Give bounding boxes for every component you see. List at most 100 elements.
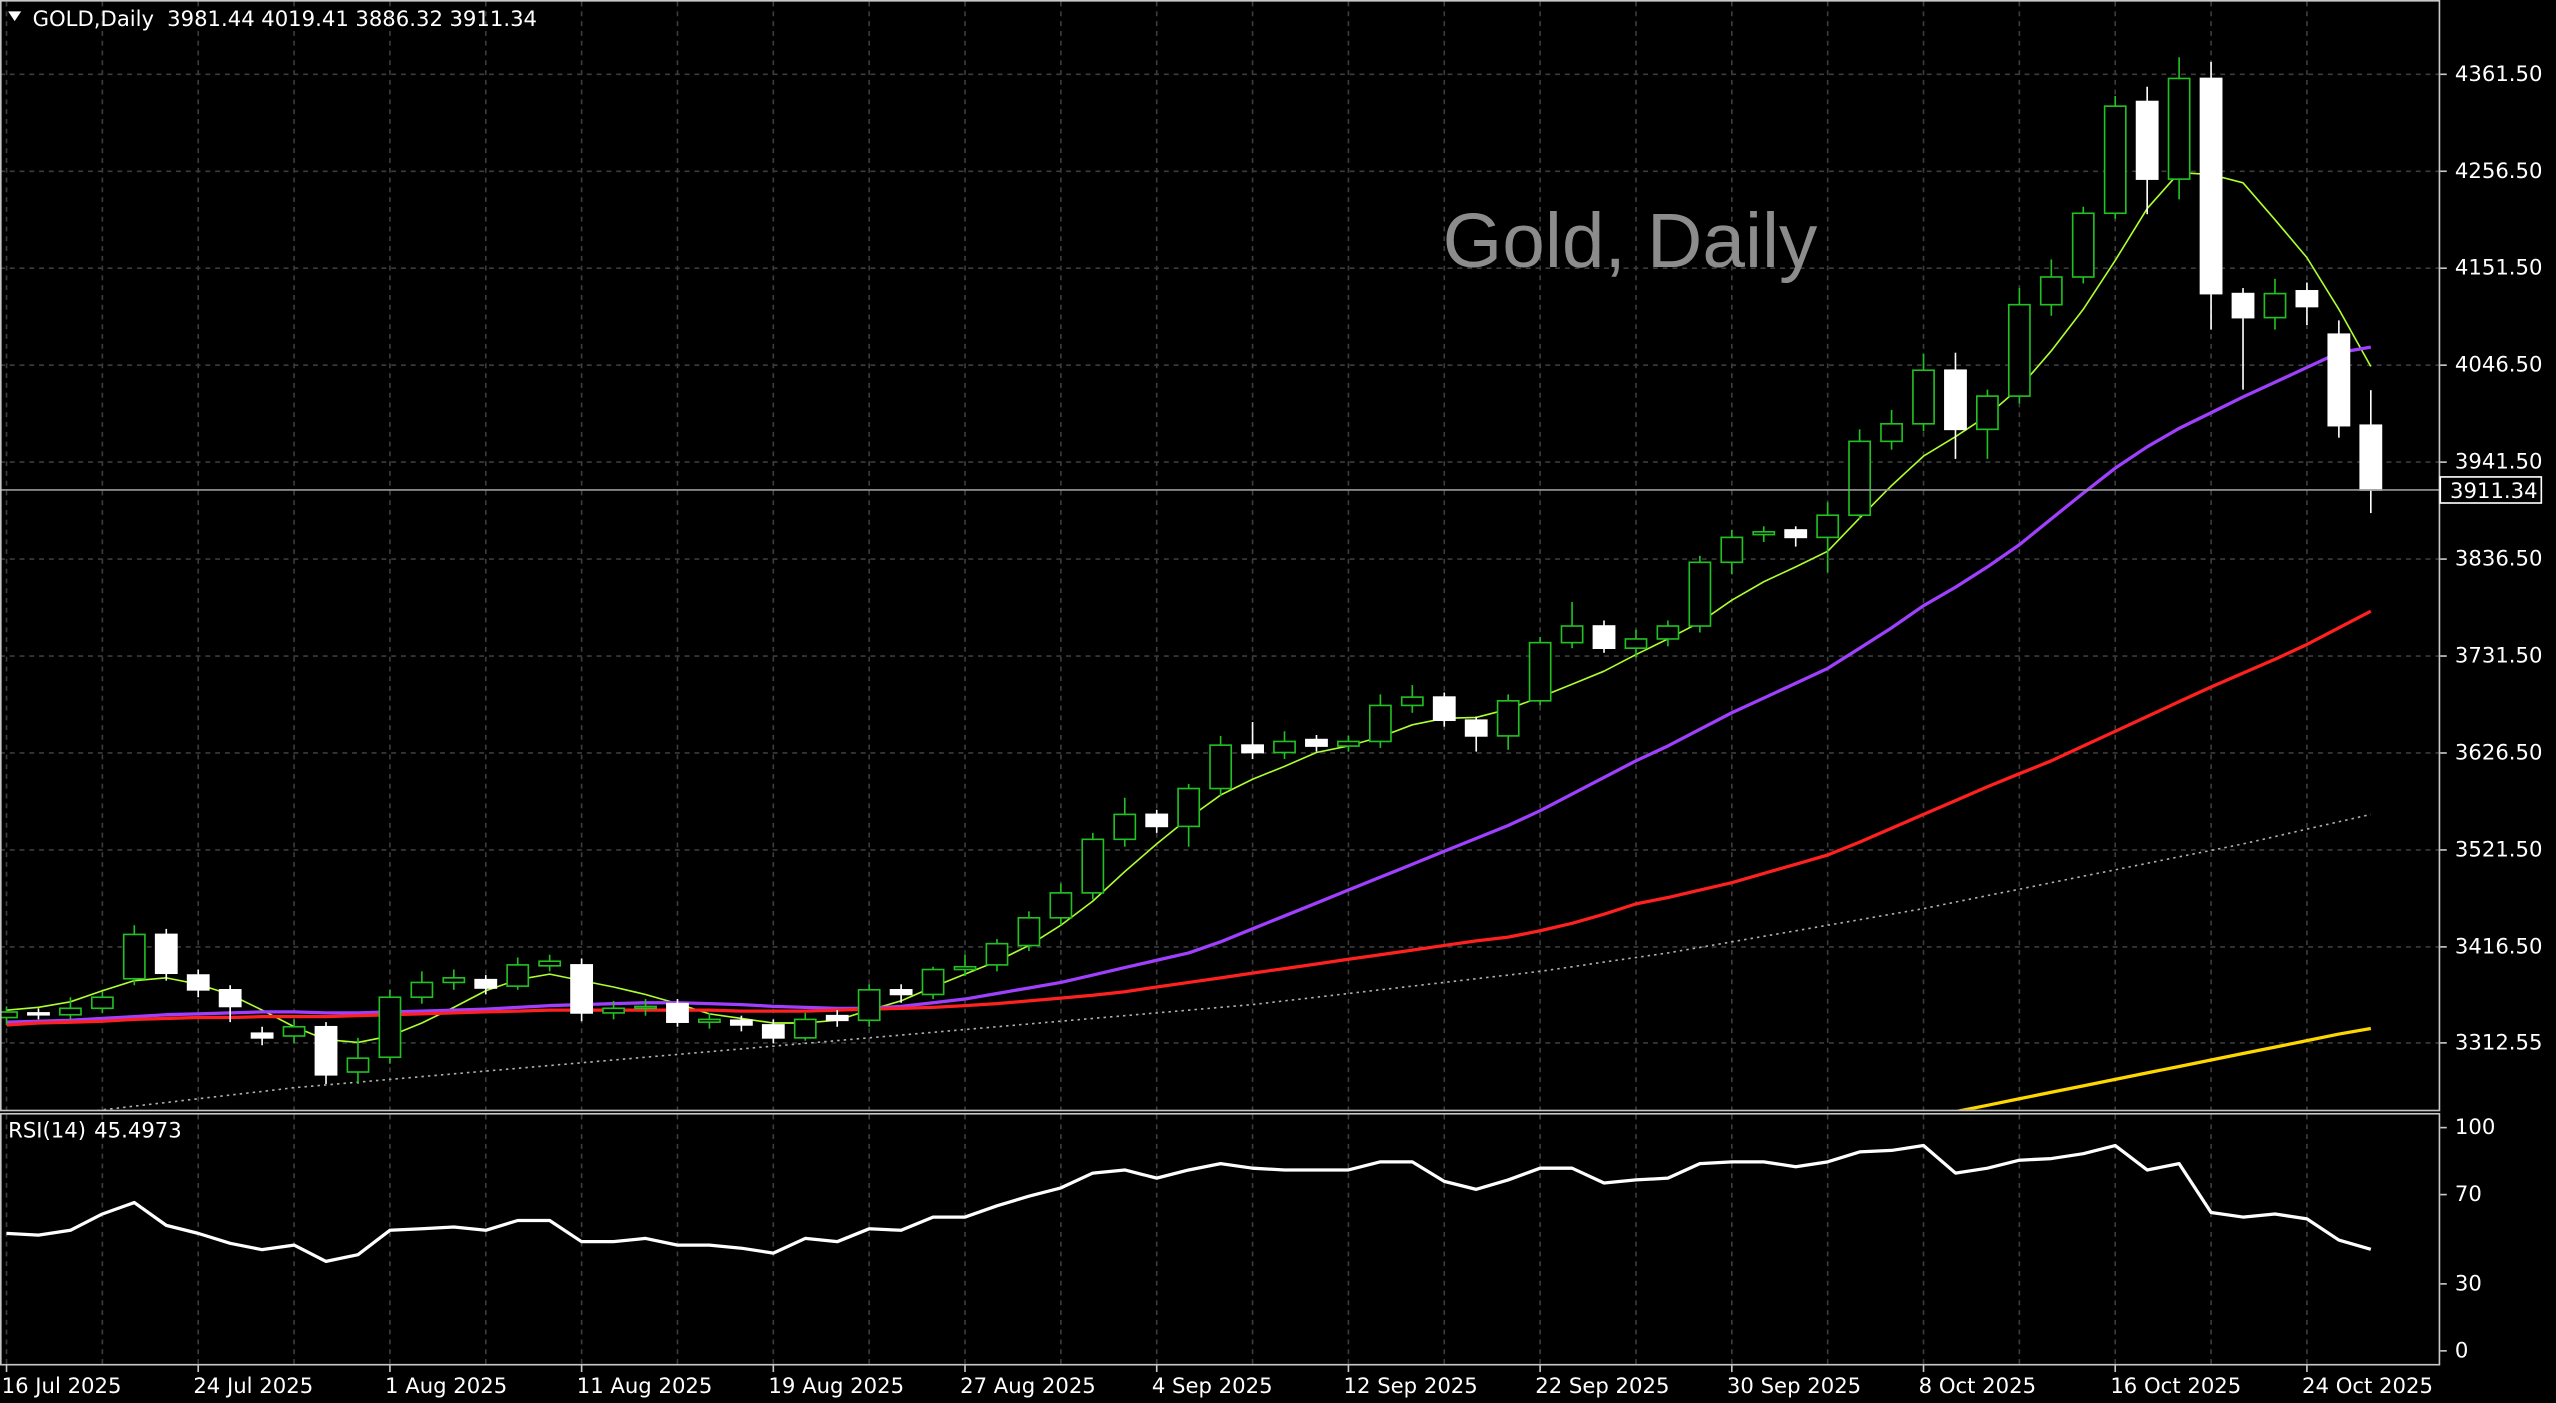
moving-average	[96, 813, 2372, 1110]
candle-body-bull	[538, 960, 562, 967]
candle-body-bull	[1912, 369, 1935, 425]
candle-body-bear	[186, 974, 210, 991]
y-tick-label: 3941.50	[2455, 449, 2543, 474]
candle-body-bull	[953, 965, 977, 971]
x-tick-label: 27 Aug 2025	[960, 1373, 1096, 1398]
x-tick-label: 8 Oct 2025	[1919, 1373, 2036, 1398]
moving-average	[6, 345, 2372, 1024]
candle-body-bull	[1976, 395, 1999, 431]
header: GOLD,Daily 3981.44 4019.41 3886.32 3911.34	[33, 6, 537, 31]
candle-body-bear	[27, 1012, 50, 1016]
y-tick-label: 3731.50	[2455, 643, 2543, 668]
candle-body-bear	[1784, 529, 1808, 539]
candle-body-bear	[2359, 424, 2383, 491]
candle-body-bull	[378, 996, 402, 1059]
x-tick-label: 19 Aug 2025	[768, 1373, 904, 1398]
x-tick-label: 4 Sep 2025	[1152, 1373, 1273, 1398]
candle-body-bull	[90, 996, 114, 1010]
rsi-title: RSI(14)	[8, 1117, 86, 1142]
x-tick-label: 22 Sep 2025	[1535, 1373, 1669, 1398]
candle-body-bear	[2231, 292, 2255, 319]
candle-body-bull	[410, 981, 434, 999]
candle-body-bull	[2071, 212, 2095, 278]
price-frame	[0, 0, 2441, 1112]
grid	[0, 1, 2441, 1364]
candle-body-bear	[474, 978, 498, 989]
y-tick-label: 3521.50	[2455, 836, 2543, 861]
x-tick-label: 24 Oct 2025	[2302, 1373, 2433, 1398]
candle-body-bear	[1145, 813, 1169, 828]
candle-body-bear	[761, 1024, 785, 1039]
collapse-arrow[interactable]	[8, 11, 22, 22]
candle-body-bull	[1752, 531, 1776, 536]
candle-body-bear	[666, 1002, 689, 1023]
y-tick-label: 70	[2455, 1181, 2482, 1206]
candle-body-bear	[250, 1032, 274, 1039]
x-tick-label: 16 Oct 2025	[2110, 1373, 2241, 1398]
candle-body-bull	[1848, 440, 1872, 517]
candle-body-bull	[1017, 916, 1041, 947]
candle-body-bull	[1113, 813, 1137, 841]
candle-body-bear	[314, 1025, 338, 1076]
candle-body-bear	[154, 933, 178, 975]
watermark: Gold, Daily	[1443, 199, 1818, 284]
candle-body-bull	[634, 1005, 657, 1010]
candle-body-bull	[1560, 625, 1584, 644]
candle-body-bull	[1816, 514, 1840, 539]
candle-body-bear	[2295, 290, 2319, 308]
candle-body-bull	[506, 964, 530, 987]
moving-average	[6, 171, 2372, 1044]
candle-body-bull	[442, 977, 466, 984]
candle-body-bull	[1400, 696, 1424, 707]
candle-body-bull	[0, 1011, 18, 1019]
candle-body-bull	[985, 942, 1009, 966]
price-label: 3911.34	[2450, 478, 2538, 503]
candle-body-bull	[2039, 276, 2063, 306]
candle-body-bear	[1432, 696, 1456, 722]
candle-body-bear	[1592, 625, 1616, 649]
candle-body-bull	[1528, 641, 1552, 702]
labels: 3312.55 3416.50 3521.50 3626.50 3731.50 3836.…	[2, 61, 2543, 1398]
candle-body-bull	[1688, 561, 1712, 627]
y-tick-label: 4256.50	[2455, 158, 2543, 183]
high: 4019.41	[261, 6, 349, 31]
rsi-frame	[0, 1112, 2441, 1366]
y-tick-label: 4046.50	[2455, 352, 2543, 377]
x-tick-label: 11 Aug 2025	[577, 1373, 713, 1398]
x-tick-label: 24 Jul 2025	[193, 1373, 313, 1398]
candle-body-bear	[729, 1019, 753, 1026]
candle-body-bear	[570, 964, 594, 1014]
candle-body-bull	[59, 1007, 82, 1016]
candle-body-bear	[1241, 744, 1264, 754]
candle-body-bear	[1464, 719, 1488, 737]
close: 3911.34	[449, 6, 537, 31]
y-tick-label: 4361.50	[2455, 61, 2543, 86]
y-tick-label: 30	[2455, 1270, 2482, 1295]
candle-body-bull	[1273, 740, 1296, 754]
candle-body-bull	[282, 1025, 306, 1037]
y-tick-label: 3416.50	[2455, 933, 2543, 958]
candle-body-bear	[1944, 369, 1967, 431]
rsi-value: 45.4973	[94, 1117, 182, 1142]
x-tick-label: 16 Jul 2025	[2, 1373, 122, 1398]
rsi-panel	[6, 1143, 2372, 1264]
candle-body-bull	[1081, 838, 1105, 894]
y-tick-label: 3836.50	[2455, 546, 2543, 571]
axes	[0, 0, 2441, 1366]
candle-body-bull	[2103, 105, 2127, 215]
candle-body-bull	[1880, 422, 1903, 443]
candle-body-bear	[2135, 100, 2159, 180]
candle-body-bull	[698, 1018, 721, 1023]
y-tick-label: 0	[2455, 1337, 2468, 1362]
candle-body-bull	[1656, 625, 1680, 640]
y-tick-label: 100	[2455, 1114, 2495, 1139]
y-tick-label: 4151.50	[2455, 255, 2543, 280]
candle-body-bull	[1177, 787, 1201, 828]
candle-body-bull	[793, 1018, 817, 1039]
candle-body-bull	[2263, 292, 2287, 319]
candle-body-bear	[218, 989, 242, 1008]
open: 3981.44	[167, 6, 255, 31]
x-tick-label: 30 Sep 2025	[1727, 1373, 1861, 1398]
moving-average	[1956, 1026, 2372, 1110]
